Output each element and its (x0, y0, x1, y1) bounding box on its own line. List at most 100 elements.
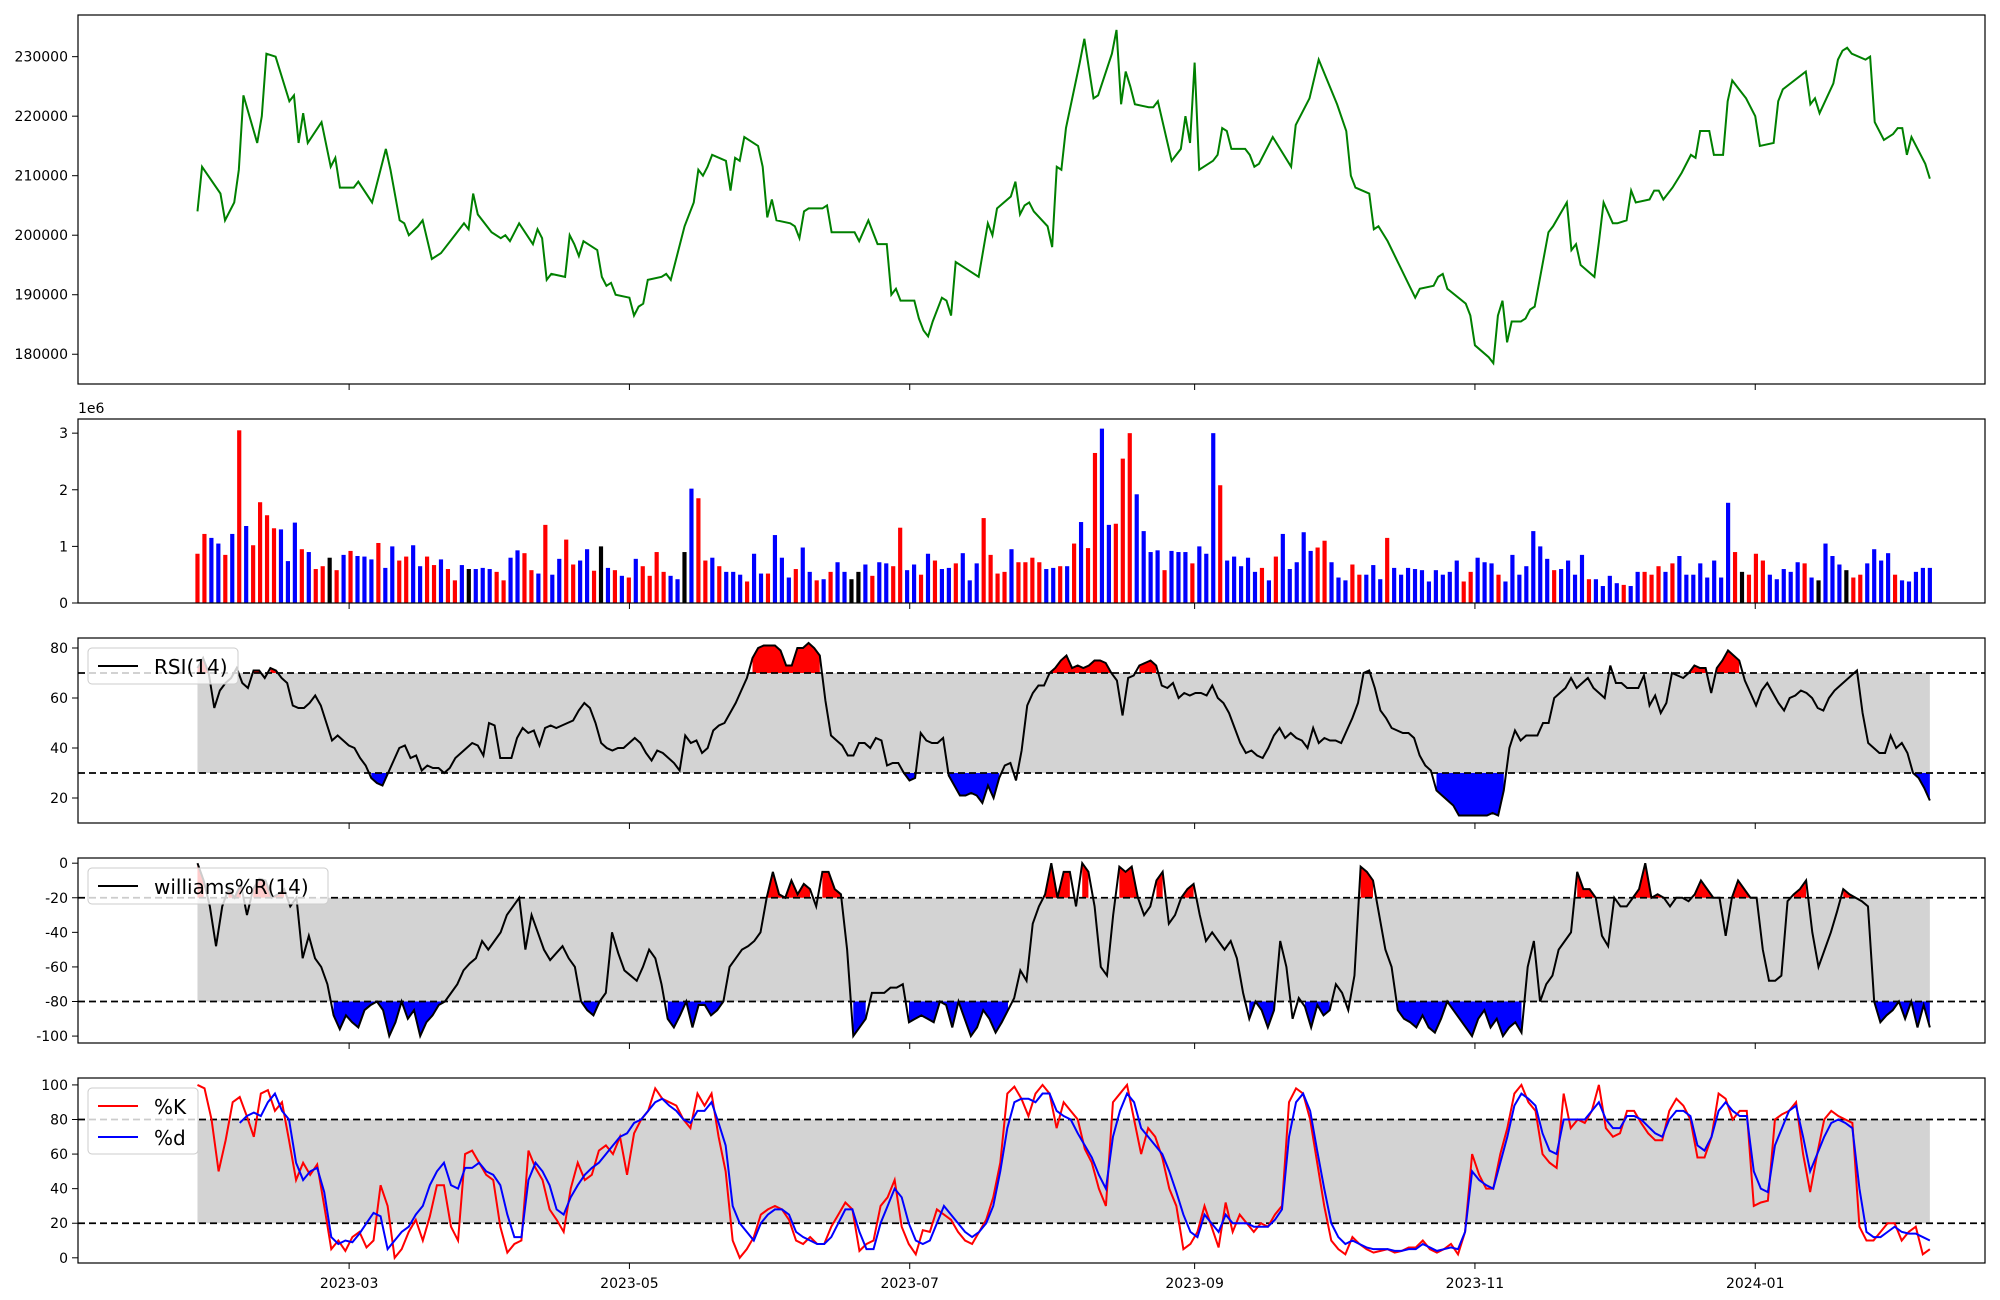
volume-bar (891, 566, 896, 603)
overbought-fill (1694, 880, 1720, 898)
volume-bar (306, 552, 311, 603)
volume-bar (1440, 574, 1445, 603)
volume-bar (1489, 563, 1494, 603)
volume-bar (1656, 566, 1661, 603)
volume-bar (1559, 569, 1564, 603)
oversold-fill (853, 1001, 866, 1037)
overbought-fill (1049, 655, 1112, 673)
volume-bar (745, 581, 750, 603)
volume-bar (1336, 577, 1341, 603)
volume-bar (1322, 540, 1327, 603)
volume-bar (953, 563, 958, 603)
volume-bar (1913, 571, 1919, 603)
volume-bar (1927, 567, 1932, 603)
volume-bar (911, 564, 917, 603)
volume-bar (543, 524, 548, 603)
volume-bar (202, 533, 207, 603)
volume-bar (1844, 570, 1849, 603)
overbought-fill (1082, 863, 1089, 898)
volume-bar (1343, 580, 1348, 603)
volume-bar (1232, 556, 1237, 603)
volume-bar (946, 567, 951, 603)
volume-bar (1092, 452, 1098, 603)
volume-bar (237, 430, 242, 603)
volume-bar (751, 553, 757, 603)
volume-bar (445, 569, 451, 603)
volume-bar (1565, 560, 1571, 603)
volume-bar (299, 549, 304, 603)
volume-bar (1635, 571, 1640, 603)
volume-bar (1315, 547, 1320, 603)
volume-bar (1600, 586, 1605, 603)
volume-bar (1858, 574, 1863, 603)
volume-bar (821, 579, 826, 603)
volume-bar (654, 552, 659, 603)
volume-bar (557, 558, 562, 603)
volume-bar (1392, 567, 1397, 603)
legend-box (87, 647, 239, 685)
oversold-fill (333, 1001, 445, 1037)
volume-bar (341, 554, 346, 603)
volume-bar (1739, 571, 1745, 603)
volume-bar (710, 557, 715, 603)
williams-panel: 0 -20 -40 -60 -80 -100 williams%R(14) (36, 856, 1986, 1049)
volume-bar (877, 562, 882, 603)
k-line (197, 1082, 1931, 1261)
x-tick-label: 2023-09 (1165, 1276, 1224, 1292)
volume-bar (258, 502, 263, 603)
volume-bar (828, 571, 833, 603)
volume-bar (1677, 556, 1682, 603)
axes-frame (77, 14, 1986, 385)
volume-bar (1218, 485, 1223, 603)
volume-bar (870, 575, 875, 603)
volume-bar (1691, 574, 1696, 603)
volume-bar (1385, 537, 1390, 603)
volume-bar (1357, 574, 1362, 603)
volume-bar (1329, 562, 1334, 603)
indicator-line (196, 641, 1931, 817)
volume-bar (1106, 524, 1111, 603)
volume-bar (390, 546, 395, 603)
volume-bar (1788, 571, 1793, 603)
volume-bar (1712, 560, 1717, 603)
volume-bar (849, 579, 854, 603)
y-tick-label: 2 (59, 483, 68, 499)
volume-bar (285, 561, 291, 603)
volume-bar (1120, 458, 1125, 603)
volume-bar (1572, 574, 1578, 603)
volume-bar (967, 580, 972, 603)
oversold-fill (1436, 773, 1504, 816)
volume-bar (397, 560, 402, 603)
y-tick-label: 20 (50, 1216, 68, 1232)
x-tick-label: 2023-05 (600, 1276, 659, 1292)
volume-bar (1162, 570, 1167, 603)
volume-bar (612, 570, 618, 603)
volume-bar (1774, 579, 1779, 603)
volume-bar (605, 567, 611, 603)
volume-bar (939, 569, 944, 603)
volume-bar (668, 575, 673, 603)
volume-bar (696, 498, 701, 603)
volume-bar (1607, 575, 1612, 603)
volume-bar (1816, 580, 1821, 603)
volume-bar (619, 575, 624, 603)
volume-bar (264, 515, 270, 603)
volume-bar (1593, 579, 1598, 603)
legend: RSI(14) (87, 647, 239, 685)
overbought-fill (1731, 880, 1757, 898)
volume-bar (703, 560, 708, 603)
volume-bar (960, 553, 965, 603)
volume-bar (383, 567, 388, 603)
volume-bar (292, 522, 297, 603)
volume-bar (1204, 553, 1209, 603)
volume-bar (355, 556, 360, 603)
volume-bar (1614, 583, 1619, 603)
volume-bar (334, 570, 339, 603)
volume-bar (1579, 554, 1585, 603)
y-tick-label: 100 (41, 1078, 68, 1094)
volume-bar (1642, 571, 1647, 603)
volume-bar (1085, 548, 1091, 603)
volume-bar (793, 569, 798, 603)
volume-bar (988, 554, 993, 603)
y-tick-label: 200000 (15, 228, 68, 244)
